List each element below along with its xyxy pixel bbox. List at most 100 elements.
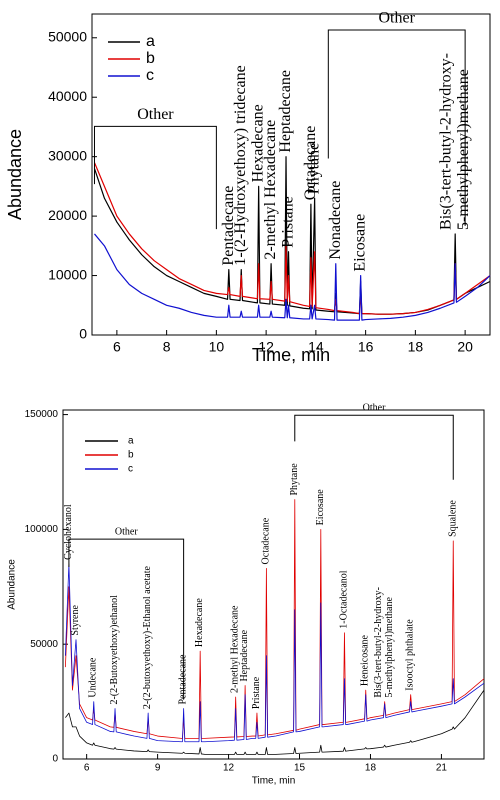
series-line: [64, 563, 485, 743]
peak-label: Pentadecane: [219, 186, 236, 266]
peak-label: Pristane: [251, 676, 262, 709]
peak-label: Heptadecane: [277, 70, 294, 153]
peak-label-line: 1-(2-Hydroxyethoxy) tridecane: [232, 65, 249, 265]
peak-label-line: 2-(2-Butoxyethoxy)ethanol: [109, 595, 120, 705]
peak-label-line: Phytane: [289, 463, 300, 496]
bracket-label: Other: [115, 526, 138, 537]
peak-label-line: Undecane: [88, 657, 99, 698]
peak-label: Octadecane: [261, 517, 272, 564]
legend-label: b: [146, 50, 155, 67]
peak-label-line: Isooctyl phthalate: [405, 619, 416, 691]
peak-label-line: Heneicosane: [360, 634, 371, 686]
peak-label: Styrene: [70, 604, 81, 635]
bracket: [68, 538, 185, 700]
series-line: [94, 233, 491, 321]
x-tick-label: 18: [365, 763, 377, 774]
plot-frame: [91, 13, 491, 336]
peak-label: 2-(2-butoxyethoxy)-Ethanol acetate: [142, 566, 153, 710]
peak-label: Pristane: [279, 196, 296, 248]
peak-label: 1-(2-Hydroxyethoxy) tridecane: [232, 65, 249, 265]
x-tick-label: 6: [113, 338, 121, 354]
peak-label: Nonadecane: [326, 181, 343, 260]
peak-label: Phytane: [305, 143, 322, 195]
peak-label-line: Heptadecane: [239, 629, 250, 681]
peak-label-line: Pristane: [279, 196, 296, 248]
peak-label: 2-methyl Hexadecane: [262, 120, 279, 260]
x-tick-label: 12: [223, 763, 235, 774]
y-tick-label: 100000: [25, 524, 59, 535]
peak-label-line: 5-methylphenyl)methane: [384, 597, 395, 698]
peak-label: 2-methyl Hexadecane: [230, 605, 241, 693]
legend-label: c: [128, 464, 133, 475]
y-tick-label: 20000: [48, 207, 87, 223]
x-axis-title: Time, min: [252, 776, 296, 787]
peak-label: Bis(3-tert-butyl-2-hydroxy-5-methylpheny…: [437, 53, 472, 230]
peak-label-line: Phytane: [305, 143, 322, 195]
series-line: [93, 162, 491, 315]
x-tick-label: 6: [84, 763, 90, 774]
legend-label: c: [146, 67, 154, 84]
y-tick-label: 50000: [30, 639, 58, 650]
peak-label: Cyclohexanol: [63, 504, 74, 560]
peak-label-line: Heptadecane: [277, 70, 294, 153]
plot-frame: [62, 409, 485, 760]
peak-label-line: Hexadecane: [194, 598, 205, 647]
x-tick-label: 12: [258, 338, 274, 354]
peak-label-line: Pentadecane: [219, 186, 236, 266]
peak-label-line: Styrene: [70, 604, 81, 635]
y-axis-title: Abundance: [5, 129, 25, 220]
peak-label-line: Eicosane: [351, 214, 368, 272]
peak-label: Eicosane: [315, 489, 326, 526]
x-tick-label: 9: [155, 763, 161, 774]
series-line: [65, 689, 485, 755]
peak-label: Octadecane: [302, 126, 319, 201]
bracket-label: Other: [379, 10, 416, 27]
bracket: [93, 125, 217, 230]
bracket-label: Other: [137, 106, 174, 123]
legend-label: a: [146, 33, 155, 50]
y-tick-label: 30000: [48, 147, 87, 163]
y-tick-label: 50000: [48, 28, 87, 44]
peak-label-line: Eicosane: [315, 489, 326, 526]
peak-label: Squalene: [448, 500, 459, 537]
x-tick-label: 14: [308, 338, 324, 354]
peak-label-line: Pristane: [251, 676, 262, 709]
peak-label: 1-Octadecanol: [339, 570, 350, 629]
x-tick-label: 20: [457, 338, 473, 354]
y-tick-label: 10000: [48, 266, 87, 282]
x-tick-label: 15: [294, 763, 306, 774]
peak-label: Heneicosane: [360, 634, 371, 686]
x-axis-title: Time, min: [252, 345, 330, 365]
peak-label-line: Bis(3-tert-butyl-2-hydroxy-: [437, 53, 454, 230]
peak-label-line: 5-methylphenyl)methane: [455, 69, 472, 230]
x-tick-label: 18: [408, 338, 424, 354]
peak-label-line: 2-(2-butoxyethoxy)-Ethanol acetate: [142, 566, 153, 710]
peak-label: Bis(3-tert-butyl-2-hydroxy-5-methylpheny…: [373, 587, 395, 698]
y-tick-label: 40000: [48, 88, 87, 104]
peak-label: Heptadecane: [239, 629, 250, 681]
bracket: [294, 414, 454, 480]
peak-label-line: 2-methyl Hexadecane: [230, 605, 241, 693]
peak-label: Eicosane: [351, 214, 368, 272]
y-tick-label: 150000: [25, 409, 59, 420]
legend-label: b: [128, 450, 134, 461]
peak-label-line: Octadecane: [302, 126, 319, 201]
peak-label: Hexadecane: [194, 598, 205, 647]
peak-label-line: 1-Octadecanol: [339, 570, 350, 629]
peak-label-line: Cyclohexanol: [63, 504, 74, 560]
peak-label: 2-(2-Butoxyethoxy)ethanol: [109, 595, 120, 705]
peak-label-line: Hexadecane: [249, 104, 266, 182]
x-tick-label: 16: [358, 338, 374, 354]
peak-label-line: Nonadecane: [326, 181, 343, 260]
peak-label: Hexadecane: [249, 104, 266, 182]
x-tick-label: 10: [209, 338, 225, 354]
peak-label-line: Octadecane: [261, 517, 272, 564]
legend-label: a: [128, 436, 134, 447]
y-tick-label: 0: [79, 326, 87, 342]
x-tick-label: 8: [163, 338, 171, 354]
peak-label: Phytane: [289, 463, 300, 496]
bracket: [327, 29, 466, 226]
peak-label: Undecane: [88, 657, 99, 698]
y-axis-title: Abundance: [7, 559, 18, 610]
